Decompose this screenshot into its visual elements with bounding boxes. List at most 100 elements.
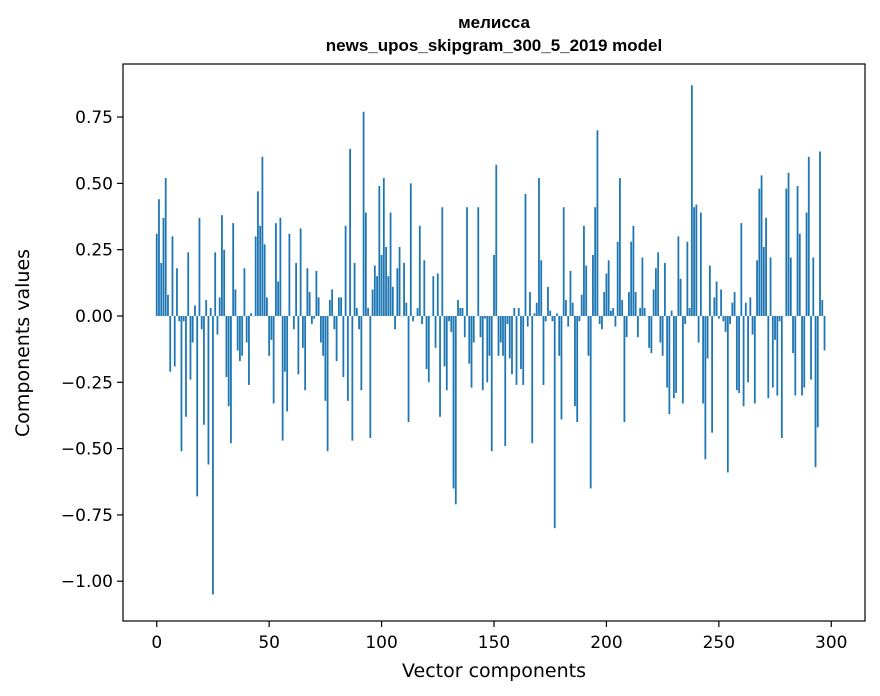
bar-113: [409, 183, 412, 316]
bar-66: [304, 315, 307, 391]
bar-229: [670, 310, 673, 316]
bar-1: [158, 199, 160, 316]
bar-258: [735, 315, 738, 391]
bar-273: [769, 257, 772, 316]
bar-174: [547, 286, 549, 316]
bar-282: [789, 257, 792, 316]
bar-9: [176, 268, 178, 316]
bar-161: [517, 308, 520, 316]
bar-51: [270, 315, 273, 340]
bar-231: [675, 315, 678, 393]
bar-180: [560, 315, 563, 420]
bar-295: [819, 151, 821, 316]
bar-248: [713, 297, 716, 316]
bar-151: [495, 164, 498, 316]
bar-4: [164, 178, 167, 316]
bar-100: [380, 254, 383, 316]
bar-3: [162, 217, 165, 316]
bar-186: [574, 315, 576, 407]
bar-31: [225, 315, 228, 377]
bar-275: [774, 315, 776, 340]
bar-106: [394, 315, 396, 330]
bar-63: [297, 315, 300, 375]
bar-14: [187, 252, 190, 316]
bar-235: [684, 315, 687, 324]
bar-238: [690, 85, 693, 316]
bar-211: [630, 241, 633, 316]
bar-166: [529, 292, 531, 316]
bar-131: [450, 315, 453, 332]
bar-53: [275, 223, 277, 316]
bar-8: [173, 315, 176, 367]
bar-108: [398, 247, 401, 316]
chart-subtitle: news_upos_skipgram_300_5_2019 model: [326, 36, 662, 55]
bar-21: [203, 315, 205, 425]
bar-204: [614, 315, 617, 327]
bar-164: [524, 193, 527, 316]
bar-83: [342, 315, 345, 377]
bar-283: [792, 315, 794, 354]
bar-156: [506, 315, 509, 324]
bars-group: [155, 85, 826, 595]
bar-91: [360, 315, 363, 391]
bar-270: [762, 247, 765, 316]
bar-272: [767, 315, 770, 399]
bar-78: [331, 289, 334, 316]
bar-97: [373, 265, 376, 316]
bar-88: [353, 262, 356, 316]
bar-219: [648, 315, 651, 348]
y-tick-label: −0.75: [61, 506, 113, 526]
bar-19: [198, 217, 201, 316]
bar-137: [463, 315, 466, 338]
bar-266: [753, 315, 756, 404]
y-tick-label: 0.50: [75, 174, 113, 194]
bar-162: [520, 315, 522, 370]
bar-103: [387, 276, 390, 316]
bar-72: [317, 297, 320, 316]
bar-171: [540, 260, 543, 316]
bar-102: [385, 247, 387, 316]
bar-132: [452, 315, 455, 489]
bar-294: [816, 315, 819, 428]
bar-256: [731, 302, 734, 316]
bar-202: [610, 310, 612, 316]
bar-87: [351, 315, 354, 441]
bar-22: [205, 300, 208, 316]
bar-54: [277, 281, 280, 316]
bar-114: [412, 315, 414, 322]
bar-119: [423, 260, 426, 316]
bar-296: [821, 300, 824, 316]
bar-29: [221, 215, 223, 316]
bar-224: [659, 315, 662, 343]
y-tick-label: 0.75: [75, 108, 113, 128]
bar-95: [369, 315, 372, 438]
bar-52: [272, 315, 275, 404]
bar-67: [306, 268, 309, 316]
bar-77: [328, 300, 331, 316]
bar-212: [632, 225, 635, 316]
bar-34: [232, 223, 235, 316]
bar-251: [720, 289, 722, 316]
y-tick-label: −1.00: [61, 572, 113, 592]
bar-233: [679, 278, 682, 316]
bar-222: [654, 268, 657, 316]
bar-6: [169, 315, 172, 372]
bar-56: [281, 315, 284, 441]
bar-220: [650, 315, 653, 354]
bar-169: [535, 302, 538, 316]
bar-94: [367, 308, 369, 316]
bar-264: [749, 297, 752, 316]
bar-39: [243, 268, 246, 316]
bar-293: [814, 315, 817, 468]
bar-159: [513, 308, 516, 316]
bar-193: [589, 315, 592, 489]
bar-44: [254, 236, 257, 316]
bar-105: [391, 286, 394, 316]
bar-254: [726, 315, 729, 473]
bar-163: [522, 315, 525, 385]
y-axis-ticks: −1.00 −0.75 −0.50 −0.25 0.00 0.25 0.50 0.75: [61, 108, 123, 592]
bar-116: [416, 308, 419, 316]
x-axis-ticks: 0 50 100 150 200 250 300: [151, 621, 847, 653]
bar-93: [364, 212, 367, 316]
bar-82: [340, 297, 342, 316]
